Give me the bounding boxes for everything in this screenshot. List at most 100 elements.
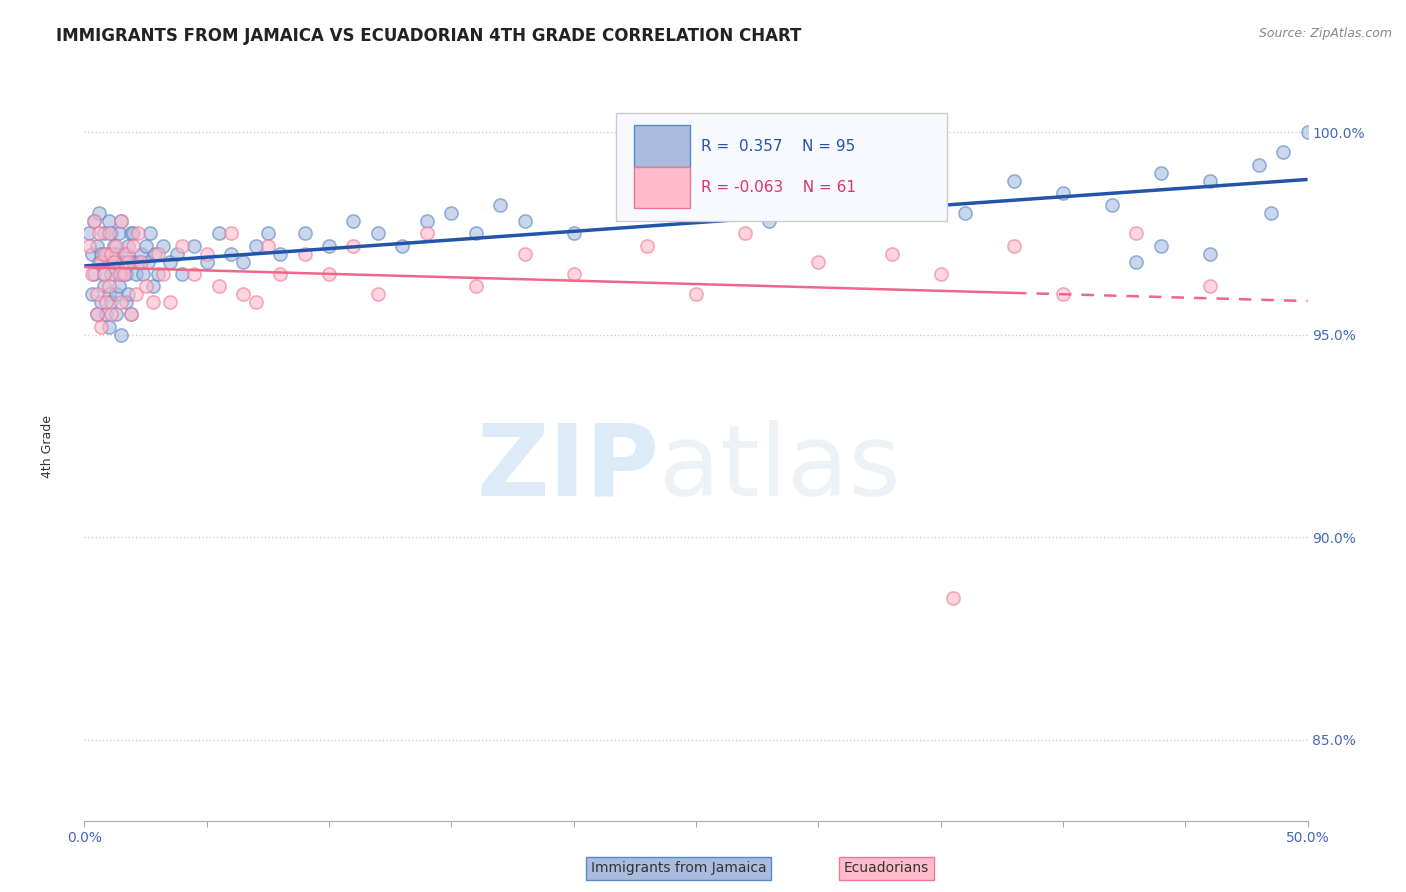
Point [107,279,129,293]
Point [342,214,364,228]
Point [734,227,756,241]
Point [107,267,129,281]
Point [1296,125,1319,139]
Point [1198,279,1220,293]
Point [269,246,291,260]
Point [117,238,139,252]
Point [120,307,142,321]
Point [112,254,135,268]
Point [100,227,122,241]
Text: 4th Grade: 4th Grade [41,415,55,477]
Point [120,227,142,241]
Point [77,227,100,241]
Point [208,279,231,293]
Point [219,227,242,241]
Point [93,267,115,281]
Point [93,279,115,293]
Point [105,307,128,321]
Point [143,246,166,260]
Point [100,246,122,260]
Point [416,227,439,241]
Point [1247,157,1270,171]
Point [1150,238,1173,252]
Point [93,246,115,260]
Point [146,267,169,281]
Point [103,238,125,252]
Point [127,227,149,241]
Point [142,279,165,293]
Point [880,246,903,260]
Point [152,238,174,252]
Point [661,198,683,212]
Point [90,254,112,268]
Point [464,279,486,293]
Point [416,214,439,228]
Point [96,246,118,260]
Point [1260,206,1282,220]
Point [1198,246,1220,260]
Point [105,238,128,252]
Point [103,254,125,268]
Point [115,295,138,310]
Point [110,214,132,228]
Point [115,267,138,281]
Point [127,254,149,268]
Point [112,267,135,281]
Point [142,295,165,310]
Point [195,254,218,268]
Point [440,206,463,220]
Point [294,227,316,241]
Point [562,227,585,241]
Point [97,214,120,228]
Point [195,246,218,260]
Point [269,267,291,281]
Point [86,307,108,321]
Point [146,246,169,260]
Point [636,238,658,252]
Point [110,267,132,281]
Point [90,295,112,310]
Point [807,254,830,268]
Point [122,254,145,268]
Point [152,267,174,281]
Point [100,295,122,310]
Point [93,267,115,281]
Point [562,267,585,281]
Point [107,227,129,241]
Point [929,267,952,281]
Point [219,246,242,260]
Text: R =  0.357    N = 95: R = 0.357 N = 95 [700,139,855,153]
FancyBboxPatch shape [634,125,690,168]
Point [294,246,316,260]
Point [135,279,157,293]
Point [90,319,112,334]
Point [112,246,135,260]
Point [132,267,155,281]
Point [1002,174,1025,188]
Point [87,254,110,268]
Point [489,198,512,212]
Point [1002,238,1025,252]
Point [166,246,188,260]
Point [1101,198,1123,212]
FancyBboxPatch shape [634,167,690,209]
Point [129,254,152,268]
Point [103,254,125,268]
Point [172,238,194,252]
Point [257,227,280,241]
Point [96,295,118,310]
Point [1125,254,1147,268]
Point [122,238,145,252]
Point [129,246,152,260]
Text: Immigrants from Jamaica: Immigrants from Jamaica [591,862,766,875]
Point [318,267,340,281]
Point [125,287,148,301]
Point [367,227,389,241]
Point [391,238,413,252]
Point [318,238,340,252]
Point [1198,174,1220,188]
Point [110,295,132,310]
Point [183,238,205,252]
Point [1272,145,1295,160]
Point [1052,287,1074,301]
